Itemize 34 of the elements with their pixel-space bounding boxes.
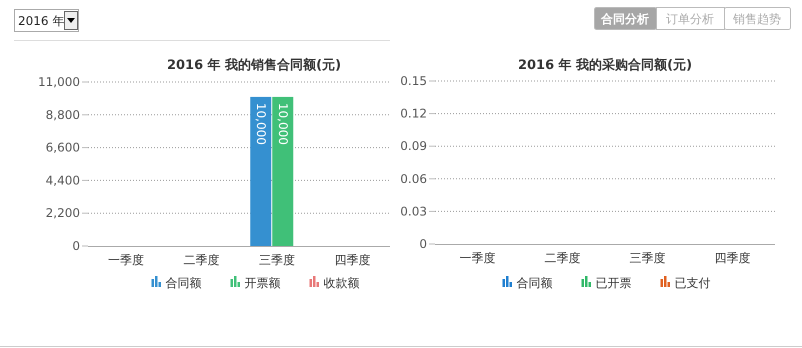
x-tick-label: 一季度: [108, 253, 144, 267]
y-tick-label: 4,400: [46, 173, 80, 188]
text: 销售趋势: [732, 12, 781, 26]
legend-label: 收款额: [324, 276, 360, 290]
x-tick-label: 四季度: [714, 251, 750, 265]
legend-label: 已开票: [596, 276, 632, 290]
y-tick-label: 2,200: [46, 206, 80, 220]
y-tick-label: 8,800: [46, 108, 80, 122]
legend-label: 合同额: [166, 276, 202, 290]
text: 订单分析: [666, 12, 714, 26]
y-tick-label: 0: [72, 239, 80, 253]
legend-label: 已支付: [674, 276, 710, 290]
y-tick-label: 6,600: [46, 140, 80, 155]
x-tick-label: 三季度: [258, 253, 295, 267]
text: 2016 年: [18, 14, 64, 28]
data-label: 10,000: [254, 102, 268, 145]
y-tick-label: 0.09: [400, 139, 427, 154]
y-tick-label: 11,000: [38, 75, 80, 89]
x-tick-label: 一季度: [460, 251, 496, 265]
legend-label: 合同额: [516, 276, 552, 290]
y-tick-label: 0.03: [400, 204, 427, 218]
y-tick-label: 0.15: [400, 74, 427, 88]
chart-title: 2016 年 我的采购合同额(元): [518, 57, 692, 73]
x-tick-label: 二季度: [183, 253, 220, 267]
data-label: 10,000: [276, 102, 290, 145]
chart-title: 2016 年 我的销售合同额(元): [166, 57, 342, 73]
x-tick-label: 二季度: [544, 251, 580, 265]
y-tick-label: 0.12: [400, 106, 427, 121]
text: 合同分析: [600, 12, 649, 26]
x-tick-label: 三季度: [630, 251, 666, 265]
y-tick-label: 0.06: [400, 172, 427, 186]
legend-label: 开票额: [244, 276, 280, 290]
x-tick-label: 四季度: [334, 253, 370, 267]
y-tick-label: 0: [419, 237, 427, 251]
